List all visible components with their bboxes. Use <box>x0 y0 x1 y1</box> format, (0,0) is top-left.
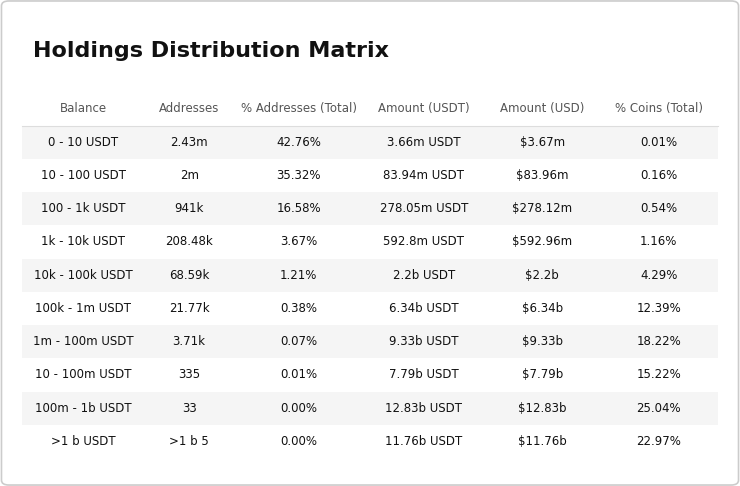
Text: 83.94m USDT: 83.94m USDT <box>383 169 465 182</box>
Text: 4.29%: 4.29% <box>640 269 677 282</box>
Text: 11.76b USDT: 11.76b USDT <box>386 435 462 448</box>
Text: $278.12m: $278.12m <box>512 202 572 215</box>
Text: Addresses: Addresses <box>159 103 219 116</box>
Text: 0.07%: 0.07% <box>280 335 317 348</box>
Text: $12.83b: $12.83b <box>518 402 566 415</box>
Text: 16.58%: 16.58% <box>276 202 321 215</box>
Text: 0.01%: 0.01% <box>280 368 317 382</box>
Text: >1 b USDT: >1 b USDT <box>51 435 115 448</box>
Text: 22.97%: 22.97% <box>636 435 681 448</box>
Text: 592.8m USDT: 592.8m USDT <box>383 236 465 248</box>
Text: 9.33b USDT: 9.33b USDT <box>389 335 459 348</box>
Text: % Coins (Total): % Coins (Total) <box>615 103 703 116</box>
Text: 7.79b USDT: 7.79b USDT <box>389 368 459 382</box>
Text: $7.79b: $7.79b <box>522 368 563 382</box>
Text: $592.96m: $592.96m <box>512 236 572 248</box>
Text: 941k: 941k <box>175 202 204 215</box>
Text: 3.66m USDT: 3.66m USDT <box>387 136 461 149</box>
Text: 0.38%: 0.38% <box>280 302 317 315</box>
Text: 35.32%: 35.32% <box>277 169 321 182</box>
Text: 0.01%: 0.01% <box>640 136 677 149</box>
Text: $83.96m: $83.96m <box>516 169 568 182</box>
Text: 1.16%: 1.16% <box>640 236 677 248</box>
Text: 0.16%: 0.16% <box>640 169 677 182</box>
Text: 10k - 100k USDT: 10k - 100k USDT <box>34 269 132 282</box>
Text: 15.22%: 15.22% <box>636 368 681 382</box>
Text: 335: 335 <box>178 368 201 382</box>
Text: 68.59k: 68.59k <box>169 269 209 282</box>
Text: Amount (USDT): Amount (USDT) <box>378 103 470 116</box>
Text: % Addresses (Total): % Addresses (Total) <box>240 103 357 116</box>
Text: 3.67%: 3.67% <box>280 236 317 248</box>
Text: 12.83b USDT: 12.83b USDT <box>386 402 462 415</box>
Text: 0.00%: 0.00% <box>280 402 317 415</box>
Text: 100m - 1b USDT: 100m - 1b USDT <box>35 402 132 415</box>
Text: 25.04%: 25.04% <box>636 402 681 415</box>
Text: 2.43m: 2.43m <box>170 136 208 149</box>
Text: 1m - 100m USDT: 1m - 100m USDT <box>33 335 133 348</box>
Text: Amount (USD): Amount (USD) <box>500 103 585 116</box>
Text: 208.48k: 208.48k <box>165 236 213 248</box>
Text: $3.67m: $3.67m <box>519 136 565 149</box>
Text: 42.76%: 42.76% <box>276 136 321 149</box>
Text: 10 - 100 USDT: 10 - 100 USDT <box>41 169 126 182</box>
Text: 2m: 2m <box>180 169 198 182</box>
Text: 21.77k: 21.77k <box>169 302 209 315</box>
Text: Holdings Distribution Matrix: Holdings Distribution Matrix <box>33 41 389 61</box>
Text: 18.22%: 18.22% <box>636 335 681 348</box>
Text: 1k - 10k USDT: 1k - 10k USDT <box>41 236 125 248</box>
Text: 0.54%: 0.54% <box>640 202 677 215</box>
Text: 0.00%: 0.00% <box>280 435 317 448</box>
Text: 100k - 1m USDT: 100k - 1m USDT <box>35 302 131 315</box>
Text: 10 - 100m USDT: 10 - 100m USDT <box>35 368 131 382</box>
Text: 100 - 1k USDT: 100 - 1k USDT <box>41 202 125 215</box>
Text: $9.33b: $9.33b <box>522 335 562 348</box>
Text: 12.39%: 12.39% <box>636 302 681 315</box>
Text: >1 b 5: >1 b 5 <box>169 435 209 448</box>
Text: $6.34b: $6.34b <box>522 302 562 315</box>
Text: 6.34b USDT: 6.34b USDT <box>389 302 459 315</box>
Text: 2.2b USDT: 2.2b USDT <box>393 269 455 282</box>
Text: 0 - 10 USDT: 0 - 10 USDT <box>48 136 118 149</box>
Text: 1.21%: 1.21% <box>280 269 317 282</box>
Text: 33: 33 <box>182 402 197 415</box>
Text: $2.2b: $2.2b <box>525 269 559 282</box>
Text: $11.76b: $11.76b <box>518 435 567 448</box>
Text: 278.05m USDT: 278.05m USDT <box>380 202 468 215</box>
Text: Balance: Balance <box>59 103 107 116</box>
Text: 3.71k: 3.71k <box>172 335 206 348</box>
